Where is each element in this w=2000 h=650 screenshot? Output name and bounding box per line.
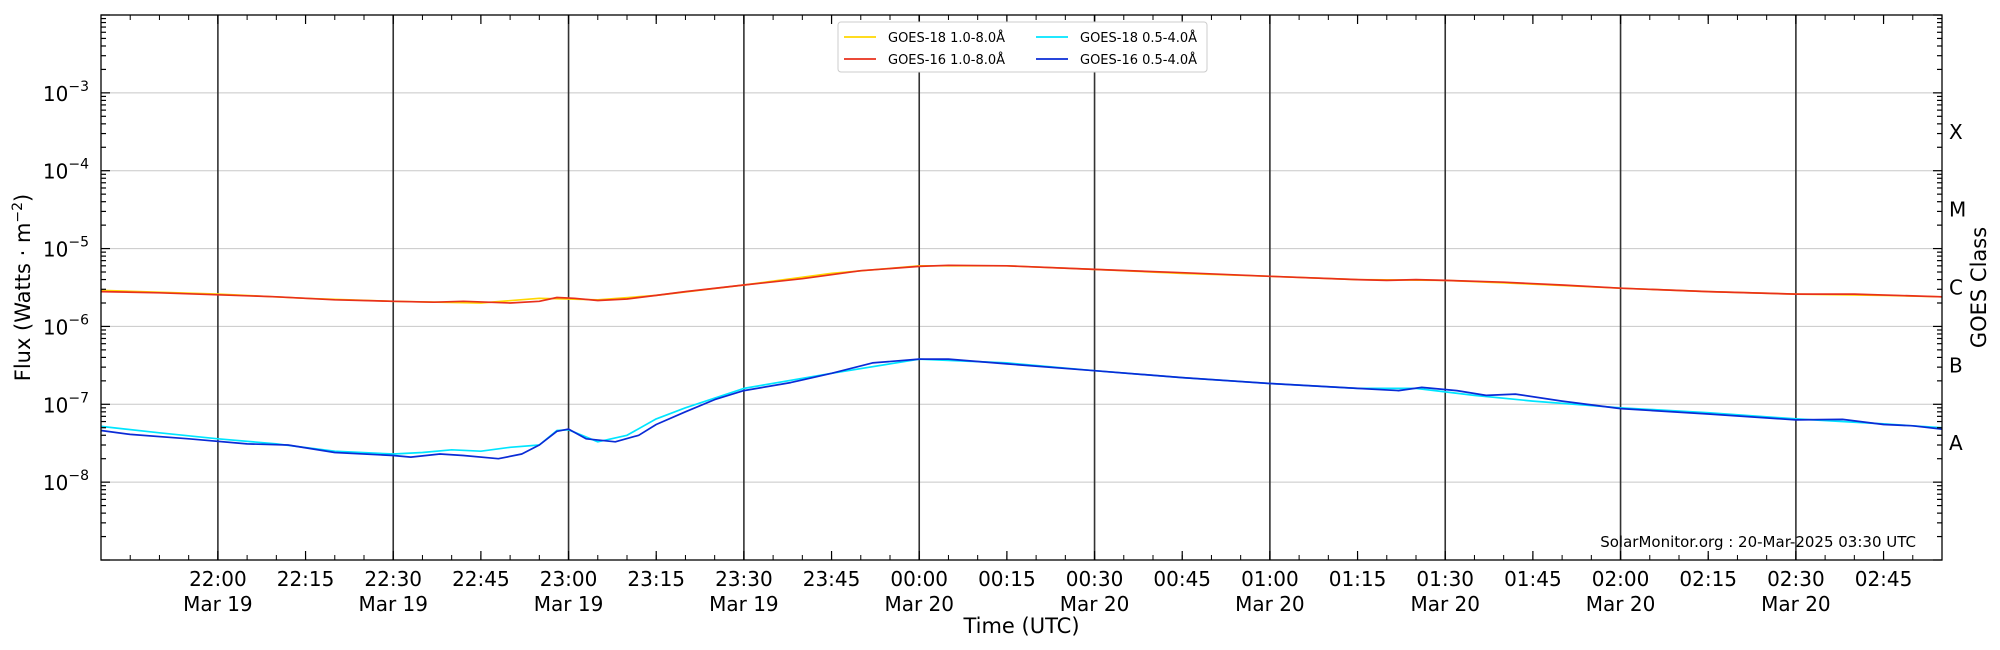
series-line: [100, 264, 1943, 304]
legend-label: GOES-16 1.0-8.0Å: [888, 52, 1005, 68]
x-axis-label: Time (UTC): [962, 614, 1079, 638]
x-tick-label: 01:15: [1329, 567, 1387, 591]
x-tick-label: 02:45: [1855, 567, 1913, 591]
x-tick-label: 00:15: [978, 567, 1036, 591]
x-tick-label: 00:30: [1066, 567, 1124, 591]
x-tick-date-label: Mar 19: [183, 592, 253, 616]
x-tick-date-label: Mar 20: [884, 592, 954, 616]
goes-class-label: M: [1949, 198, 1966, 222]
goes-class-axis-label: GOES Class: [1967, 227, 1991, 348]
x-tick-date-label: Mar 20: [1060, 592, 1130, 616]
y-tick-label: 10−5: [43, 235, 89, 262]
x-tick-label: 22:15: [277, 567, 335, 591]
x-tick-date-label: Mar 19: [358, 592, 428, 616]
y-tick-label: 10−7: [43, 390, 89, 417]
x-tick-label: 01:45: [1504, 567, 1562, 591]
x-tick-label: 22:00: [189, 567, 247, 591]
x-tick-label: 22:30: [364, 567, 422, 591]
axis-ticks: [100, 14, 1943, 561]
legend-label: GOES-16 0.5-4.0Å: [1080, 52, 1197, 68]
y-axis-label: Flux (Watts · m−2): [10, 194, 35, 382]
legend: GOES-18 1.0-8.0Å GOES-18 0.5-4.0Å GOES-16 …: [837, 21, 1208, 73]
x-tick-label: 23:30: [715, 567, 773, 591]
y-tick-label: 10−8: [43, 468, 89, 495]
legend-label: GOES-18 1.0-8.0Å: [888, 30, 1005, 46]
goes-class-label: A: [1949, 431, 1963, 455]
legend-box: [837, 21, 1208, 73]
date-separator-lines: [217, 15, 1797, 560]
y-axis-label-exponent: −2: [10, 202, 26, 223]
x-tick-label: 00:45: [1153, 567, 1211, 591]
x-tick-date-label: Mar 20: [1410, 592, 1480, 616]
goes-class-label: B: [1949, 353, 1963, 377]
goes-class-labels: A B C M X: [1949, 120, 1966, 455]
goes-class-label: C: [1949, 276, 1963, 300]
y-tick-label: 10−6: [43, 312, 89, 339]
goes-class-label: X: [1949, 120, 1963, 144]
x-tick-label: 02:30: [1767, 567, 1825, 591]
x-tick-label: 22:45: [452, 567, 510, 591]
y-tick-label: 10−3: [43, 79, 89, 106]
x-tick-date-label: Mar 19: [709, 592, 779, 616]
series-lines: [100, 264, 1943, 460]
x-tick-label: 23:00: [540, 567, 598, 591]
x-tick-label: 01:00: [1241, 567, 1299, 591]
x-tick-label: 01:30: [1416, 567, 1474, 591]
x-tick-label: 02:15: [1679, 567, 1737, 591]
x-tick-label: 02:00: [1592, 567, 1650, 591]
x-tick-label: 23:15: [627, 567, 685, 591]
y-tick-label: 10−4: [43, 157, 89, 184]
grid: [101, 92, 1942, 483]
x-tick-label: 00:00: [890, 567, 948, 591]
x-tick-date-label: Mar 20: [1235, 592, 1305, 616]
series-line: [100, 358, 1943, 455]
legend-label: GOES-18 0.5-4.0Å: [1080, 30, 1197, 46]
credit-text: SolarMonitor.org : 20-Mar-2025 03:30 UTC: [1600, 533, 1916, 551]
x-tick-date-label: Mar 20: [1586, 592, 1656, 616]
plot-frame: [100, 14, 1943, 561]
y-tick-labels: 10−8 10−7 10−6 10−5 10−4 10−3: [43, 79, 89, 495]
x-tick-date-label: Mar 20: [1761, 592, 1831, 616]
x-tick-label: 23:45: [803, 567, 861, 591]
x-tick-date-label: Mar 19: [534, 592, 604, 616]
series-line: [100, 358, 1943, 460]
